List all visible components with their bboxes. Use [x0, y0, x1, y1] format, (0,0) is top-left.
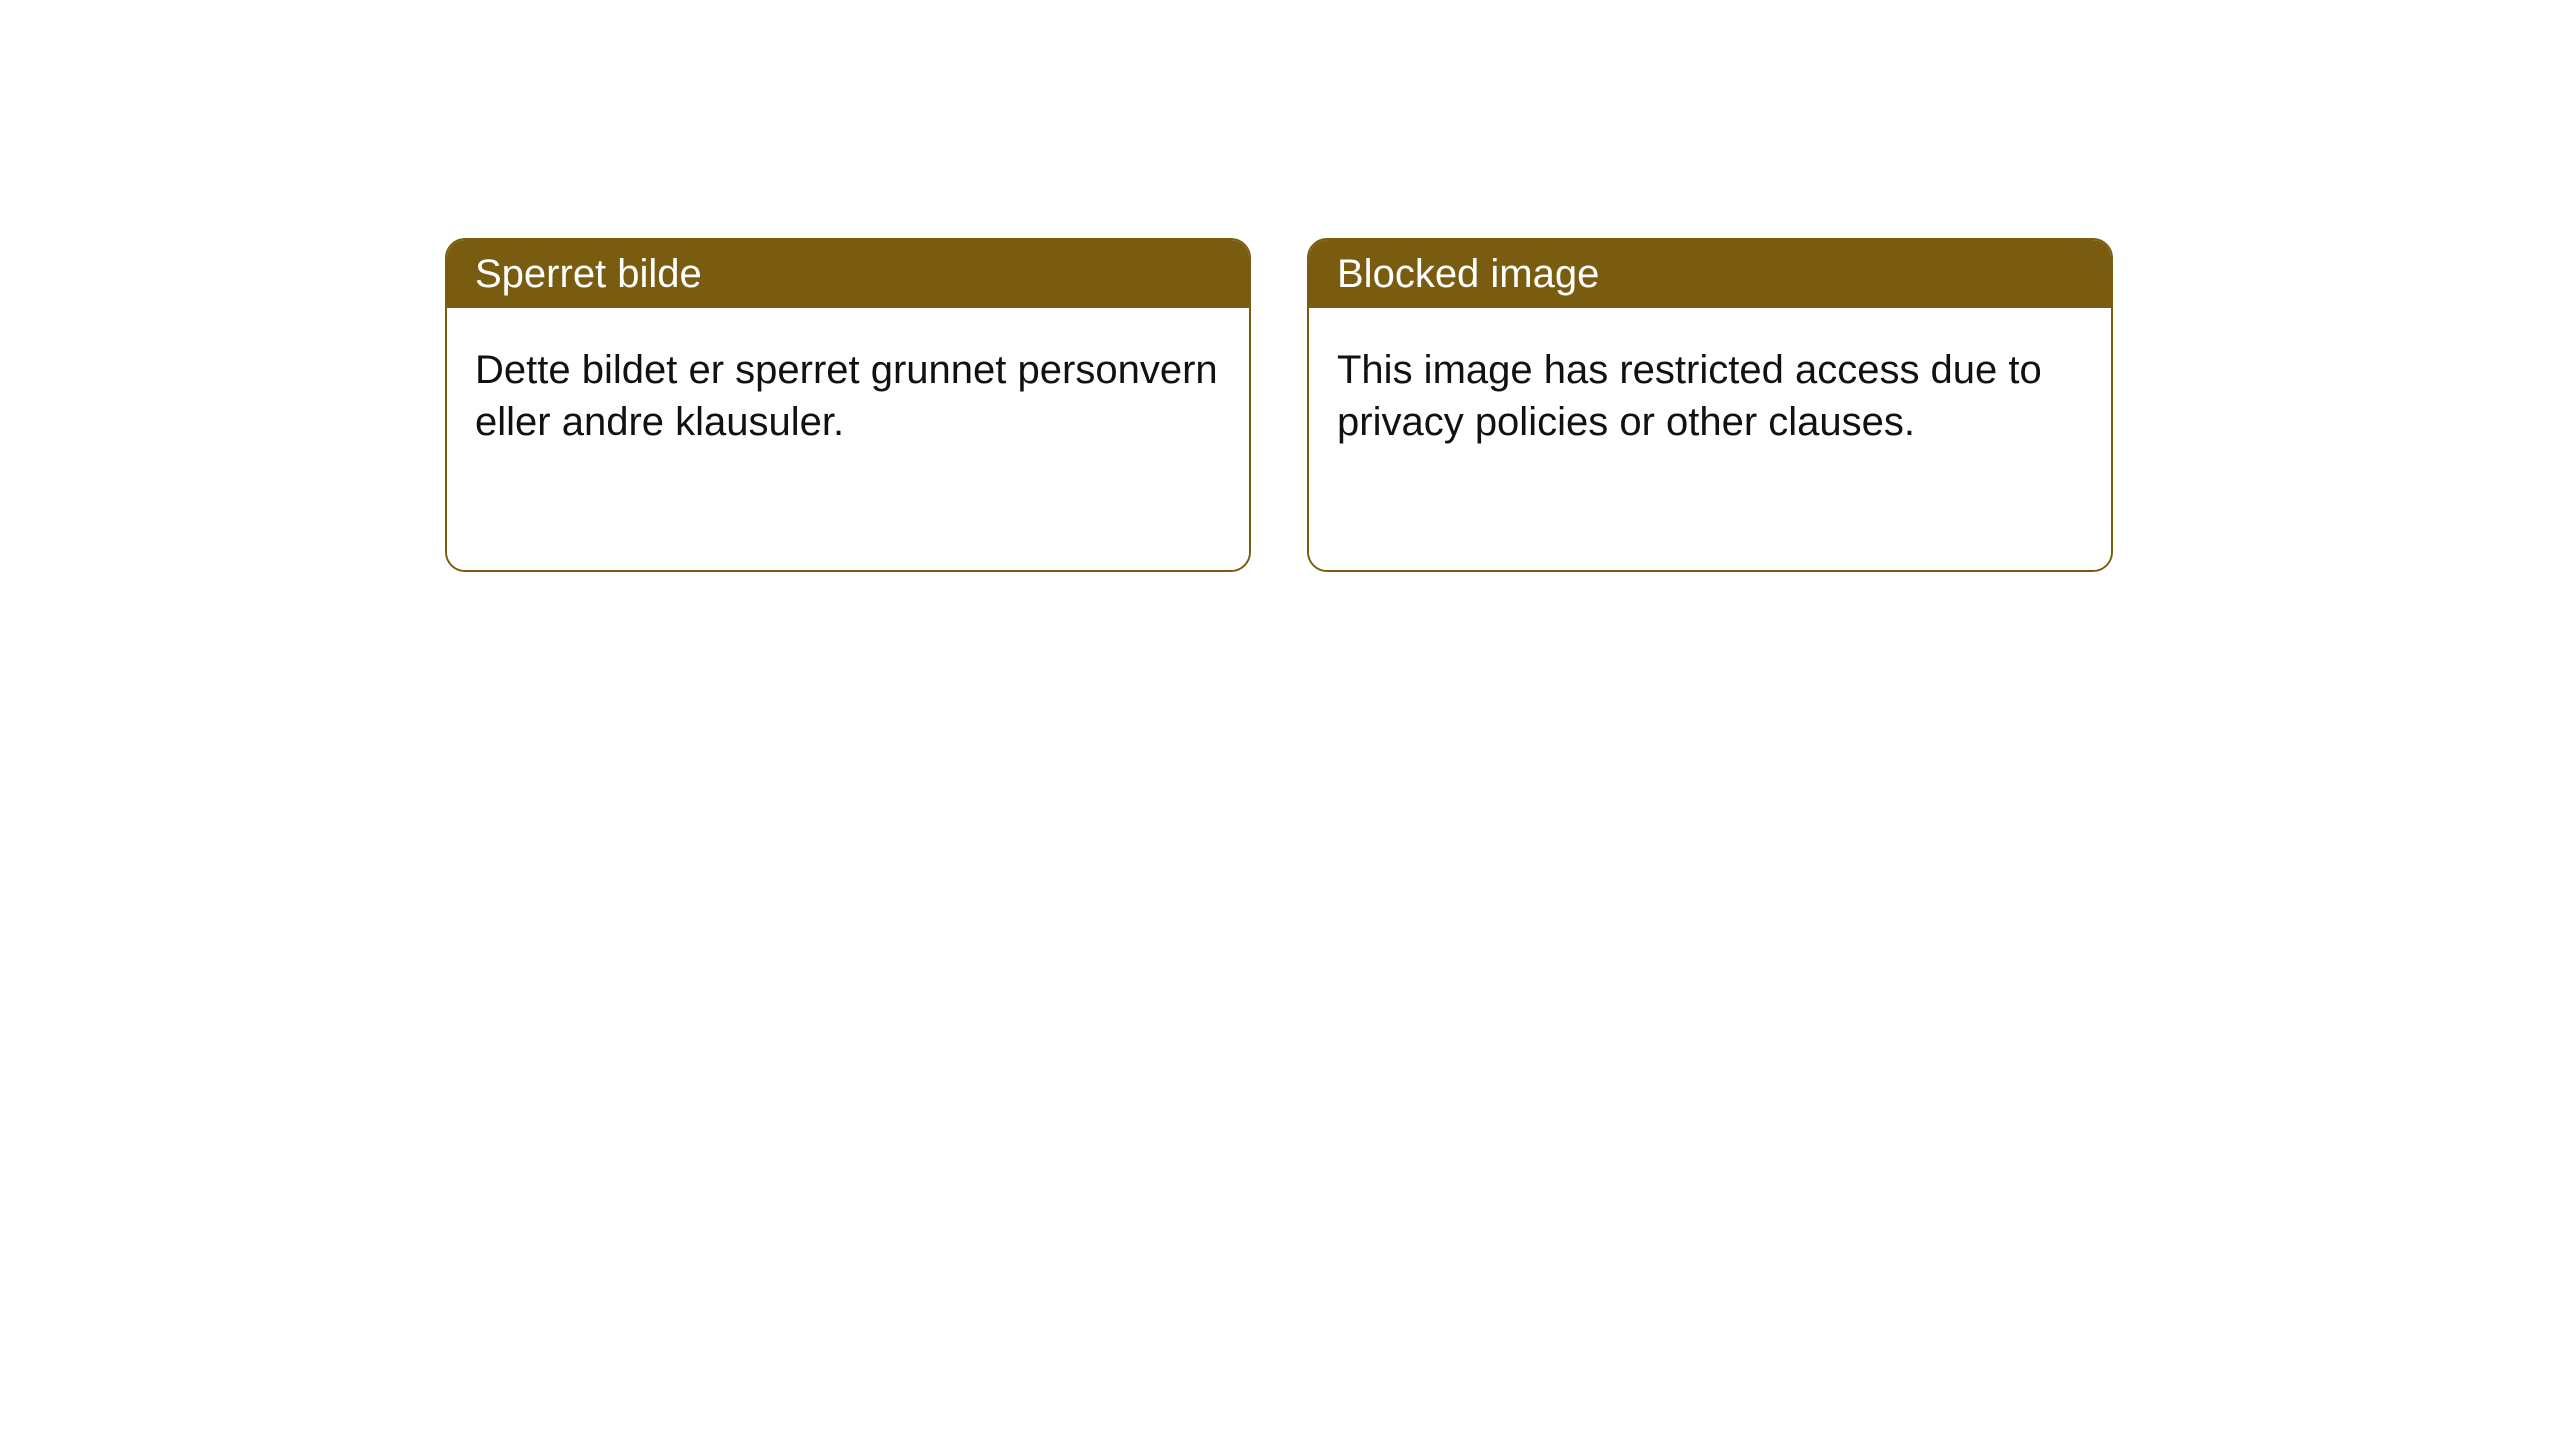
notice-title: Sperret bilde: [447, 240, 1249, 308]
notice-title: Blocked image: [1309, 240, 2111, 308]
notice-body: This image has restricted access due to …: [1309, 308, 2111, 570]
notice-container: Sperret bilde Dette bildet er sperret gr…: [0, 0, 2560, 572]
notice-card-norwegian: Sperret bilde Dette bildet er sperret gr…: [445, 238, 1251, 572]
notice-card-english: Blocked image This image has restricted …: [1307, 238, 2113, 572]
notice-body: Dette bildet er sperret grunnet personve…: [447, 308, 1249, 570]
